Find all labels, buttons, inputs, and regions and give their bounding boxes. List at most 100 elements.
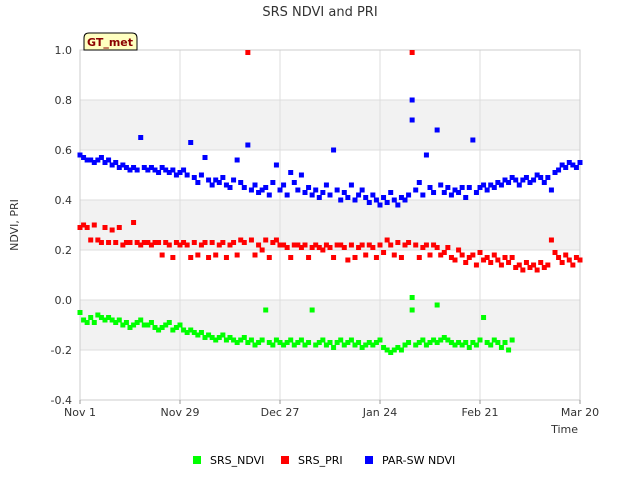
srs-pri-point bbox=[256, 242, 262, 248]
srs-ndvi-point bbox=[256, 340, 262, 345]
par-sw-ndvi-point bbox=[191, 175, 197, 180]
srs-pri-point bbox=[195, 252, 201, 258]
par-sw-ndvi-point bbox=[123, 165, 129, 170]
srs-ndvi-point bbox=[366, 340, 372, 345]
srs-pri-point bbox=[109, 227, 115, 233]
srs-pri-point bbox=[209, 240, 215, 245]
srs-ndvi-point bbox=[370, 342, 376, 348]
par-sw-ndvi-point bbox=[98, 155, 104, 160]
srs-ndvi-point bbox=[213, 337, 219, 343]
srs-pri-point bbox=[223, 255, 229, 260]
par-sw-ndvi-point bbox=[113, 160, 119, 165]
srs-pri-point bbox=[416, 255, 422, 260]
srs-pri-point bbox=[341, 245, 347, 250]
srs-ndvi-point bbox=[338, 337, 344, 343]
par-sw-ndvi-point bbox=[102, 160, 108, 165]
srs-pri-point bbox=[95, 237, 101, 243]
srs-pri-point bbox=[270, 240, 276, 245]
par-sw-ndvi-point bbox=[331, 147, 337, 153]
srs-ndvi-point bbox=[491, 337, 497, 343]
x-tick-label: Nov 1 bbox=[64, 406, 96, 419]
par-sw-ndvi-point bbox=[506, 180, 512, 185]
srs-ndvi-point bbox=[220, 332, 226, 338]
legend-swatch-par-sw-ndvi bbox=[365, 456, 373, 464]
srs-ndvi-point bbox=[445, 337, 451, 343]
par-sw-ndvi-point bbox=[277, 187, 283, 193]
srs-ndvi-point bbox=[395, 345, 401, 350]
srs-ndvi-point bbox=[463, 340, 469, 345]
srs-pri-point bbox=[120, 242, 126, 248]
par-sw-ndvi-point bbox=[291, 180, 297, 185]
srs-pri-point bbox=[113, 240, 119, 245]
srs-ndvi-point bbox=[216, 335, 222, 340]
srs-ndvi-point bbox=[95, 312, 101, 318]
srs-pri-point bbox=[527, 265, 533, 270]
par-sw-ndvi-point bbox=[109, 162, 115, 168]
par-sw-ndvi-point bbox=[459, 185, 465, 190]
srs-pri-point bbox=[470, 252, 476, 258]
srs-pri-point bbox=[434, 245, 440, 250]
legend-label-srs-ndvi: SRS_NDVI bbox=[210, 454, 264, 467]
par-sw-ndvi-point bbox=[491, 185, 497, 190]
srs-ndvi-point bbox=[98, 315, 104, 320]
srs-ndvi-point bbox=[277, 340, 283, 345]
y-tick-label: 0.0 bbox=[55, 294, 73, 307]
par-sw-ndvi-point bbox=[341, 190, 347, 195]
par-sw-ndvi-point bbox=[281, 182, 287, 188]
srs-ndvi-point bbox=[416, 340, 422, 345]
srs-ndvi-point bbox=[148, 320, 154, 325]
srs-ndvi-point bbox=[498, 345, 504, 350]
srs-pri-point bbox=[423, 242, 429, 248]
srs-pri-point bbox=[506, 260, 512, 265]
srs-pri-point bbox=[238, 237, 244, 243]
srs-ndvi-point bbox=[141, 322, 147, 328]
srs-ndvi-point bbox=[131, 322, 137, 328]
srs-pri-point bbox=[481, 257, 487, 263]
srs-pri-point bbox=[220, 240, 226, 245]
srs-ndvi-point bbox=[409, 307, 415, 313]
par-sw-ndvi-point bbox=[284, 192, 290, 198]
par-sw-ndvi-point bbox=[141, 165, 147, 170]
chart-title: SRS NDVI and PRI bbox=[262, 5, 377, 20]
par-sw-ndvi-point bbox=[441, 190, 447, 195]
par-sw-ndvi-point bbox=[184, 172, 190, 178]
par-sw-ndvi-point bbox=[516, 182, 522, 188]
par-sw-ndvi-point bbox=[263, 185, 269, 190]
par-sw-ndvi-point bbox=[320, 190, 326, 195]
srs-ndvi-point bbox=[223, 337, 229, 343]
par-sw-ndvi-point bbox=[366, 200, 372, 205]
srs-pri-point bbox=[566, 257, 572, 263]
srs-pri-point bbox=[295, 242, 301, 248]
srs-ndvi-point bbox=[363, 342, 369, 348]
par-sw-ndvi-point bbox=[570, 162, 576, 168]
par-sw-ndvi-point bbox=[520, 177, 526, 183]
srs-ndvi-point bbox=[281, 342, 287, 348]
par-sw-ndvi-point bbox=[195, 180, 201, 185]
legend-label-par-sw-ndvi: PAR-SW NDVI bbox=[382, 454, 455, 467]
srs-pri-point bbox=[77, 225, 83, 230]
par-sw-ndvi-point bbox=[413, 187, 419, 193]
par-sw-ndvi-point bbox=[409, 117, 415, 123]
par-sw-ndvi-point bbox=[220, 175, 226, 180]
srs-ndvi-point bbox=[402, 342, 408, 348]
par-sw-ndvi-point bbox=[473, 190, 479, 195]
srs-pri-point bbox=[227, 242, 233, 248]
par-sw-ndvi-point bbox=[502, 177, 508, 183]
srs-ndvi-point bbox=[291, 342, 297, 348]
par-sw-ndvi-point bbox=[116, 165, 122, 170]
srs-ndvi-point bbox=[77, 310, 83, 315]
srs-pri-point bbox=[520, 267, 526, 273]
par-sw-ndvi-point bbox=[131, 165, 137, 170]
par-sw-ndvi-point bbox=[95, 157, 101, 163]
srs-pri-point bbox=[345, 257, 351, 263]
par-sw-ndvi-point bbox=[513, 177, 519, 183]
srs-ndvi-point bbox=[409, 295, 415, 300]
par-sw-ndvi-point bbox=[223, 182, 229, 188]
par-sw-ndvi-point bbox=[323, 182, 329, 188]
srs-pri-point bbox=[252, 252, 258, 258]
par-sw-ndvi-point bbox=[470, 137, 476, 143]
srs-pri-point bbox=[370, 245, 376, 250]
par-sw-ndvi-point bbox=[409, 97, 415, 103]
srs-ndvi-point bbox=[466, 345, 472, 350]
par-sw-ndvi-point bbox=[245, 142, 251, 148]
